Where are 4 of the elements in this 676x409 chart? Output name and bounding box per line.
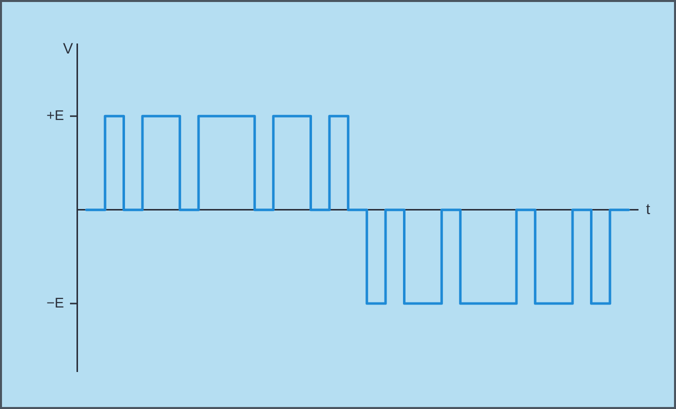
- text: +E: [46, 107, 64, 124]
- text: −E: [46, 294, 64, 310]
- y-axis-title: V: [62, 40, 73, 58]
- x-axis-title: t: [646, 200, 651, 218]
